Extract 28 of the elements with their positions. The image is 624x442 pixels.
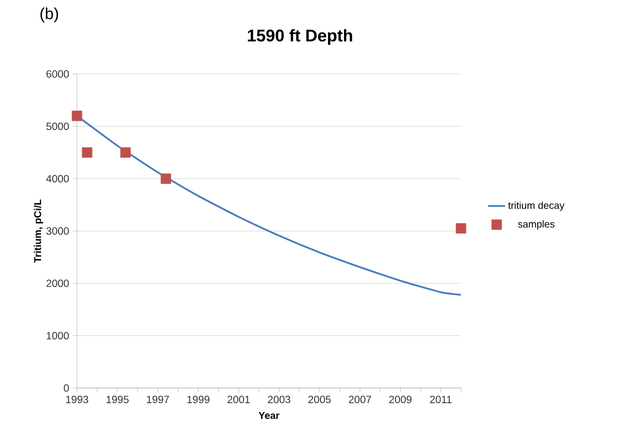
point [82,147,92,158]
x-tick-label: 2001 [228,396,250,404]
x-tick-label: 2003 [268,396,290,404]
x-tick-label: 2009 [389,396,412,404]
point [120,147,131,158]
x-tick-label: 1997 [147,396,169,404]
y-tick-label: 5000 [46,122,69,130]
x-tick-label: 2005 [308,396,331,404]
chart-title: 1590 ft Depth [248,29,352,45]
point [456,223,466,234]
x-tick-label: 1993 [66,396,88,404]
y-tick-label: 2000 [46,280,69,288]
y-tick-label: 4000 [46,174,69,182]
x-tick-label: 1999 [187,396,210,404]
x-tick-label: 1995 [106,396,129,404]
y-tick-label: 0 [64,384,69,392]
x-tick-label: 2011 [430,396,452,404]
point [72,110,82,122]
x-tick-label: 2007 [348,396,372,404]
point [160,173,172,184]
y-axis-title: Tritium, pCi/L [34,199,44,263]
y-tick-label: 6000 [46,70,69,78]
y-tick-label: 3000 [46,227,69,235]
legend-label: samples [518,220,554,230]
legend-label: tritium decay [508,202,564,211]
y-tick-label: 1000 [46,332,69,340]
x-axis-title: Year [258,412,280,419]
text: (b) [40,8,58,22]
